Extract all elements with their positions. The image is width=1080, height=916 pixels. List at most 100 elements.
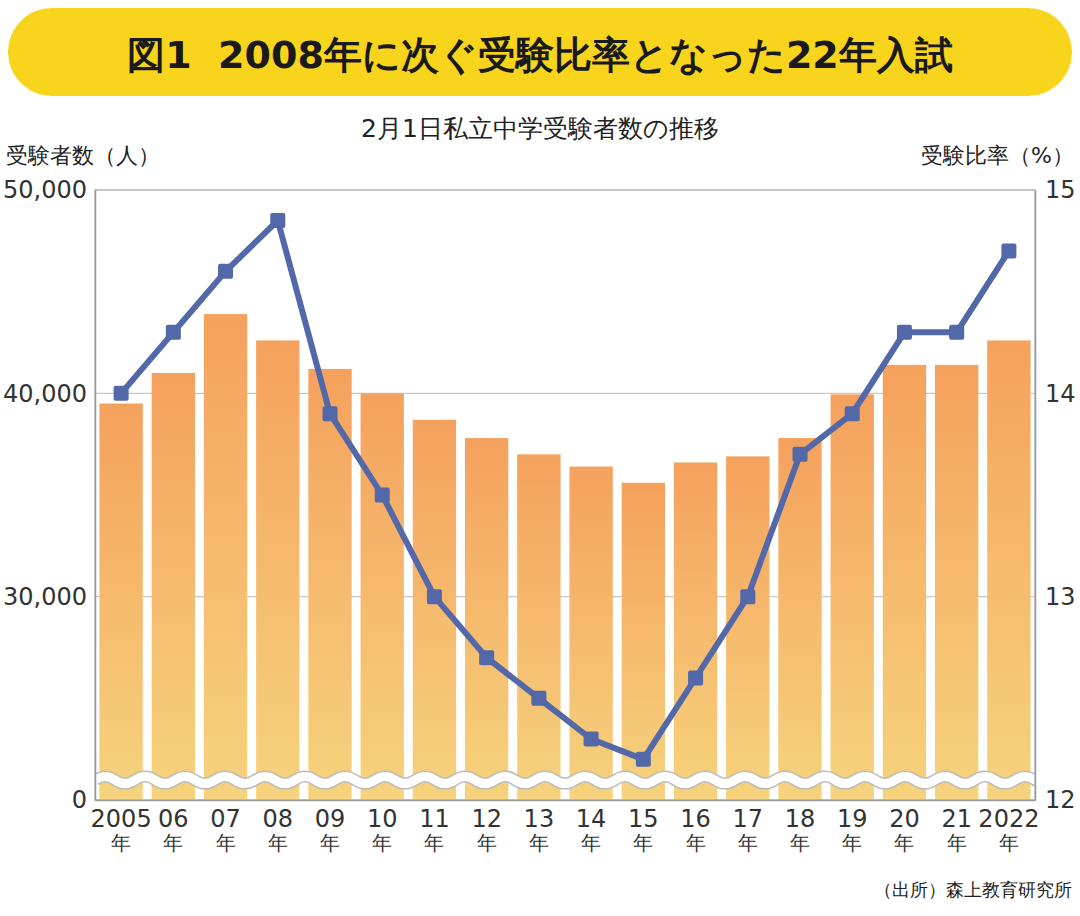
- tick-label-part: 年: [424, 831, 444, 855]
- tick-label-part: 06: [158, 805, 189, 833]
- marker: [897, 325, 912, 340]
- marker: [845, 406, 860, 421]
- plot-area: [99, 213, 1030, 800]
- marker: [166, 325, 181, 340]
- tick-label-part: 年: [738, 831, 758, 855]
- tick-label-part: 12: [471, 805, 502, 833]
- line: [121, 221, 1009, 760]
- bar: [517, 454, 560, 800]
- tick-label-part: 08: [263, 805, 294, 833]
- x-axis-tick: 21年: [941, 800, 972, 855]
- bar: [204, 314, 247, 800]
- tick-label: 13年: [524, 805, 555, 855]
- marker: [375, 488, 390, 503]
- y2-axis-tick: 15: [1035, 176, 1076, 204]
- tick-label-part: 17: [733, 805, 764, 833]
- tick-label: 19年: [837, 805, 868, 855]
- tick-label-part: 年: [581, 831, 601, 855]
- tick-label: 09年: [315, 805, 346, 855]
- tick-label: 30,000: [3, 583, 87, 611]
- tick-label: 2022年: [978, 805, 1039, 855]
- y-axis-tick: 40,000: [3, 380, 95, 408]
- tick-label-part: 年: [111, 831, 131, 855]
- tick-label-part: 16: [680, 805, 711, 833]
- marker: [427, 589, 442, 604]
- tick-label-part: 年: [947, 831, 967, 855]
- marker: [636, 752, 651, 767]
- x-axis-tick: 2022年: [978, 800, 1039, 855]
- tick-label: 13: [1045, 583, 1076, 611]
- tick-label-part: 年: [477, 831, 497, 855]
- x-axis-tick: 17年: [733, 800, 764, 855]
- marker: [218, 264, 233, 279]
- y-axis-tick: 30,000: [3, 583, 95, 611]
- tick-label: 0: [72, 786, 87, 814]
- break-outline: [95, 777, 1035, 784]
- tick-label: 14: [1045, 380, 1076, 408]
- y-axis-line: [95, 191, 97, 801]
- bar: [99, 404, 142, 801]
- x-axis-tick: 08年: [263, 800, 294, 855]
- bars: [99, 314, 1030, 800]
- bar: [569, 467, 612, 800]
- y2-axis: 12 13 14 15: [1035, 176, 1076, 814]
- tick-label: 20年: [889, 805, 920, 855]
- x-axis-tick: 14年: [576, 800, 607, 855]
- marker: [688, 671, 703, 686]
- tick-label: 50,000: [3, 176, 87, 204]
- bar: [256, 340, 299, 800]
- tick-label-part: 年: [633, 831, 653, 855]
- tick-label-part: 年: [790, 831, 810, 855]
- tick-label: 08年: [263, 805, 294, 855]
- marker: [323, 406, 338, 421]
- x-axis-tick: 2005年: [91, 800, 152, 855]
- tick-label: 40,000: [3, 380, 87, 408]
- x-axis-tick: 10年: [367, 800, 398, 855]
- y2-axis-tick: 13: [1035, 583, 1076, 611]
- title-banner: [8, 8, 1072, 96]
- tick-label: 21年: [941, 805, 972, 855]
- tick-label: 18年: [785, 805, 816, 855]
- tick-label-part: 年: [842, 831, 862, 855]
- tick-label-part: 15: [628, 805, 659, 833]
- tick-label: 14年: [576, 805, 607, 855]
- y-axis: 0 30,000 40,000 50,000: [3, 176, 95, 814]
- marker: [531, 691, 546, 706]
- bar: [935, 365, 978, 800]
- tick-label-part: 2005: [91, 805, 152, 833]
- tick-label: 15: [1045, 176, 1076, 204]
- x-axis-tick: 06年: [158, 800, 189, 855]
- x-axis-line: [96, 800, 1036, 802]
- y2-axis-tick: 14: [1035, 380, 1076, 408]
- tick-label-part: 2022: [978, 805, 1039, 833]
- tick-label-part: 13: [524, 805, 555, 833]
- tick-label-part: 年: [268, 831, 288, 855]
- subtitle: 2月1日私立中学受験者数の推移: [361, 114, 719, 143]
- tick-label-part: 09: [315, 805, 346, 833]
- bar: [152, 373, 195, 800]
- tick-label: 17年: [733, 805, 764, 855]
- tick-label-part: 19: [837, 805, 868, 833]
- tick-label: 11年: [419, 805, 450, 855]
- tick-label: 15年: [628, 805, 659, 855]
- tick-label-part: 年: [894, 831, 914, 855]
- marker: [793, 447, 808, 462]
- marker: [1001, 244, 1016, 259]
- markers: [114, 213, 1017, 767]
- bar: [987, 340, 1030, 800]
- marker: [479, 650, 494, 665]
- x-axis-tick: 19年: [837, 800, 868, 855]
- tick-label-part: 21: [941, 805, 972, 833]
- tick-label-part: 年: [686, 831, 706, 855]
- plot-frame: [95, 190, 1035, 800]
- tick-label: 10年: [367, 805, 398, 855]
- tick-label-part: 年: [320, 831, 340, 855]
- x-axis-tick: 20年: [889, 800, 920, 855]
- bar: [883, 365, 926, 800]
- title: 図1 2008年に次ぐ受験比率となった22年入試: [127, 33, 953, 77]
- x-axis-tick: 13年: [524, 800, 555, 855]
- tick-label-part: 10: [367, 805, 398, 833]
- x-axis-tick: 15年: [628, 800, 659, 855]
- tick-label-part: 年: [999, 831, 1019, 855]
- y2-axis-tick: 12: [1035, 786, 1076, 814]
